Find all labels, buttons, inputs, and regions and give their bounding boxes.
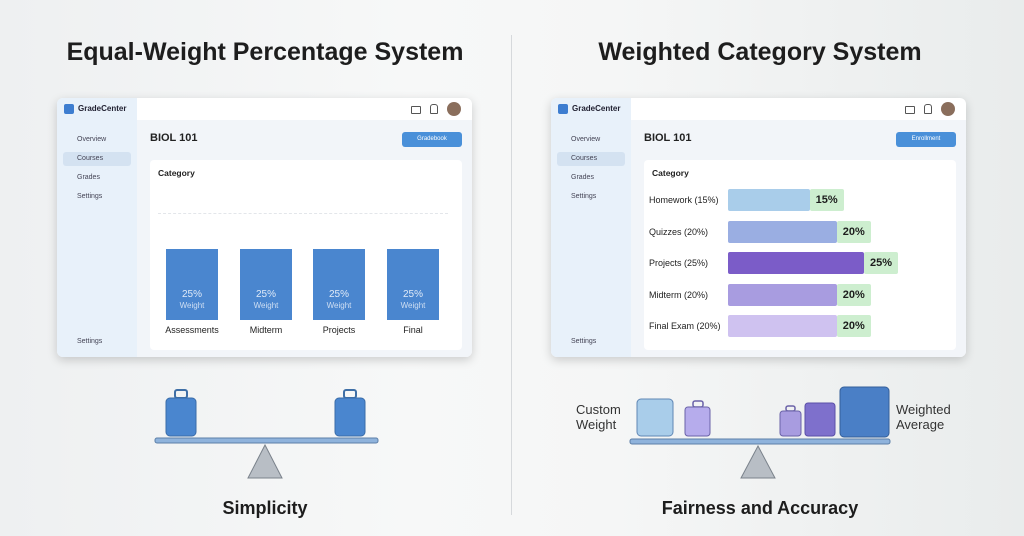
bell-icon bbox=[430, 104, 438, 114]
bar: 25% Weight bbox=[240, 249, 292, 320]
nav-item[interactable]: Settings bbox=[571, 338, 597, 345]
bar bbox=[728, 315, 837, 337]
course-title: BIOL 101 bbox=[644, 132, 692, 144]
chart-card: Category 25% Weight Assessments 25% Weight Mid… bbox=[150, 160, 462, 350]
action-button[interactable]: Gradebook bbox=[402, 132, 462, 147]
bar-caption: Weight bbox=[179, 301, 205, 310]
action-button[interactable]: Enrollment bbox=[896, 132, 956, 147]
category-label: Projects (25%) bbox=[649, 258, 709, 268]
nav-item[interactable]: Settings bbox=[77, 193, 103, 200]
nav-item[interactable]: Overview bbox=[571, 136, 601, 143]
category-label: Assessments bbox=[165, 325, 219, 335]
caption: Simplicity bbox=[222, 498, 308, 518]
category-label: Homework (15%) bbox=[649, 195, 719, 205]
nav-item[interactable]: Settings bbox=[571, 193, 597, 200]
nav-item[interactable]: Grades bbox=[77, 174, 100, 181]
chart-card: Category Homework (15%) 15% Quizzes (20%) 20… bbox=[644, 160, 956, 350]
app-window: GradeCenter Overview Courses Grades Settings… bbox=[57, 98, 472, 357]
brand: GradeCenter bbox=[572, 104, 621, 113]
app-window: GradeCenter Overview Courses Grades Settings… bbox=[551, 98, 966, 357]
mail-icon bbox=[411, 106, 421, 114]
bar-value-label: 15% bbox=[809, 189, 844, 211]
nav-item[interactable]: Overview bbox=[77, 136, 107, 143]
chart-heading: Category bbox=[652, 168, 689, 178]
bar-value-label: 20% bbox=[836, 220, 871, 243]
bar: 25% Weight bbox=[166, 249, 218, 320]
brand-icon bbox=[64, 104, 74, 114]
caption: Fairness and Accuracy bbox=[661, 498, 859, 518]
brand: GradeCenter bbox=[78, 104, 127, 113]
category-label: Projects bbox=[322, 325, 356, 335]
bar-caption: Weight bbox=[400, 301, 426, 310]
left-scale bbox=[154, 389, 379, 479]
category-label: Final bbox=[403, 325, 423, 335]
bar bbox=[728, 283, 837, 306]
avatar bbox=[447, 102, 461, 116]
bar-caption: Weight bbox=[326, 301, 352, 310]
nav-item[interactable]: Grades bbox=[571, 174, 594, 181]
category-label: Quizzes (20%) bbox=[649, 226, 709, 237]
category-label: Midterm bbox=[249, 325, 283, 335]
nav-item[interactable]: Courses bbox=[557, 152, 625, 166]
bar-value-label: 20% bbox=[836, 315, 871, 337]
grid-line bbox=[158, 213, 448, 214]
mail-icon bbox=[905, 106, 915, 114]
avatar bbox=[941, 102, 955, 116]
bar bbox=[728, 189, 810, 211]
bar-value-label: 20% bbox=[836, 283, 871, 306]
chart-heading: Category bbox=[158, 168, 195, 178]
bell-icon bbox=[924, 104, 932, 114]
nav-item[interactable]: Courses bbox=[63, 152, 131, 166]
bar bbox=[728, 220, 837, 243]
course-title: BIOL 101 bbox=[150, 132, 198, 144]
category-label: Final Exam (20%) bbox=[649, 321, 721, 331]
sidebar bbox=[57, 98, 137, 357]
divider bbox=[511, 35, 512, 515]
bar-value-label: 25% bbox=[402, 289, 423, 300]
bar-value-label: 25% bbox=[255, 289, 276, 300]
bar bbox=[728, 252, 864, 274]
panel-title: Equal-Weight Percentage System bbox=[66, 38, 464, 66]
brand-icon bbox=[558, 104, 568, 114]
panel-title: Weighted Category System bbox=[598, 38, 922, 66]
bar-value-label: 25% bbox=[864, 252, 898, 274]
bar-value-label: 25% bbox=[328, 289, 349, 300]
category-label: Midterm (20%) bbox=[649, 289, 709, 300]
bar-caption: Weight bbox=[253, 301, 279, 310]
bar: 25% Weight bbox=[313, 249, 365, 320]
scale-label: Custom Weight bbox=[576, 402, 621, 432]
bar-value-label: 25% bbox=[181, 289, 202, 300]
nav-item[interactable]: Settings bbox=[77, 338, 103, 345]
sidebar bbox=[551, 98, 631, 357]
right-scale bbox=[629, 386, 891, 479]
scale-label: Weighted Average bbox=[896, 402, 951, 432]
bar: 25% Weight bbox=[387, 249, 439, 320]
